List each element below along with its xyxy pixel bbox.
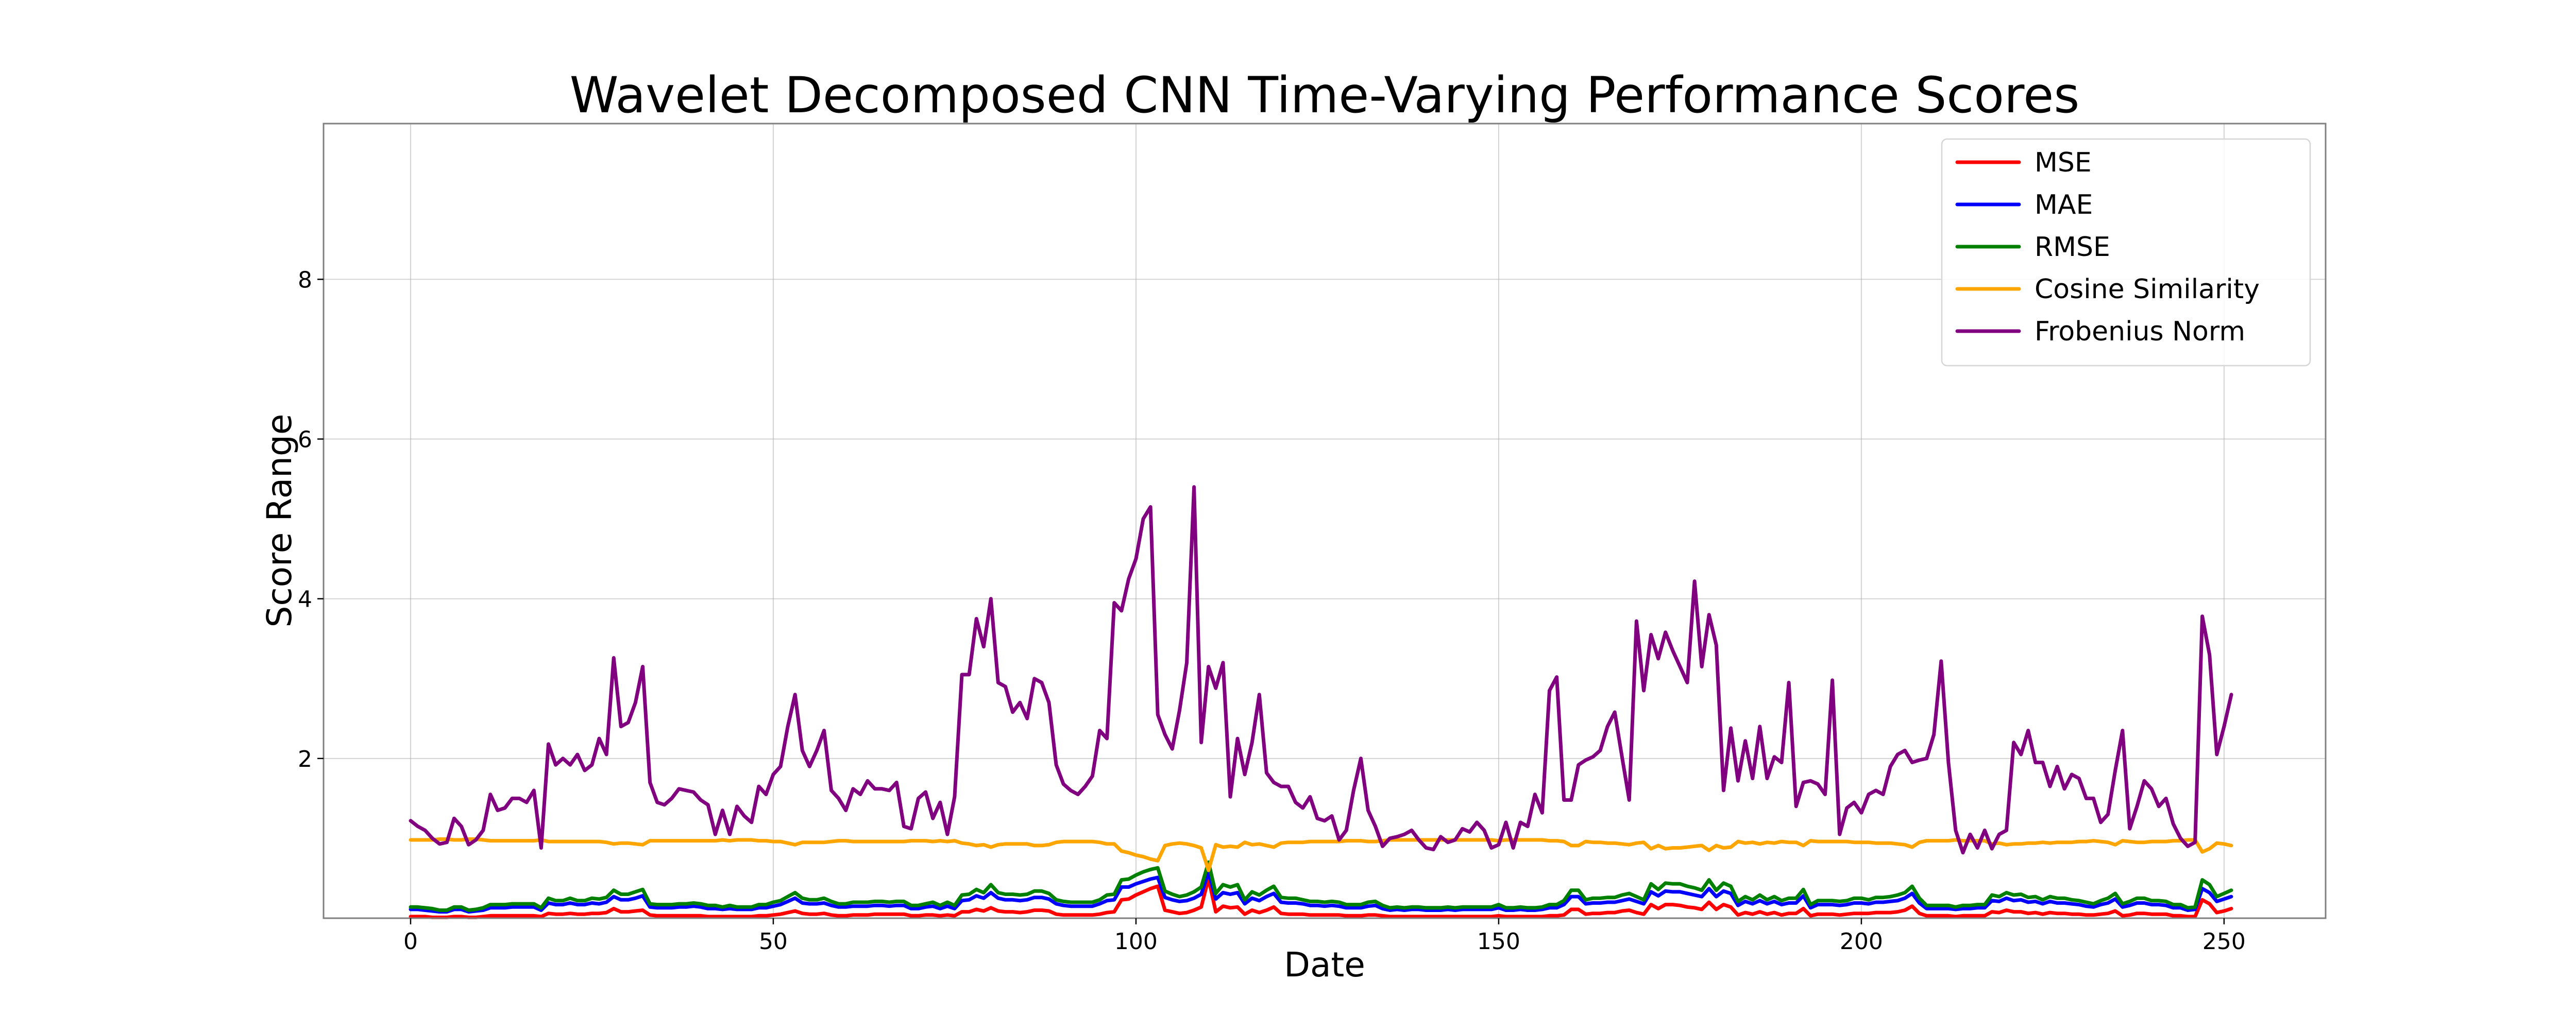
y-tick-label: 8 bbox=[298, 267, 312, 293]
series-line-cosine-similarity bbox=[409, 837, 2233, 872]
chart-title: Wavelet Decomposed CNN Time-Varying Perf… bbox=[570, 66, 2080, 124]
x-tick-label: 200 bbox=[1840, 928, 1883, 955]
x-tick-label: 250 bbox=[2202, 928, 2246, 955]
y-tick-label: 4 bbox=[298, 587, 312, 613]
plot-frame bbox=[323, 123, 2327, 919]
legend-label-frobenius-norm: Frobenius Norm bbox=[2035, 316, 2245, 347]
series-line-mae bbox=[409, 870, 2233, 914]
series-line-rmse bbox=[409, 860, 2233, 912]
legend-label-mae: MAE bbox=[2035, 190, 2093, 220]
series-line-mse bbox=[409, 876, 2233, 919]
x-axis-title: Date bbox=[1284, 945, 1365, 985]
x-tick-label: 0 bbox=[403, 928, 418, 955]
y-tick-label: 6 bbox=[298, 427, 312, 453]
series-lines bbox=[409, 485, 2233, 919]
x-tick-label: 150 bbox=[1477, 928, 1520, 955]
axis-ticks: 0 50 100 150 200 250 2 4 6 8 bbox=[298, 267, 2246, 955]
series-line-frobenius-norm bbox=[409, 485, 2233, 855]
legend-label-rmse: RMSE bbox=[2035, 232, 2110, 263]
legend-box bbox=[1941, 138, 2311, 367]
y-axis-title: Score Range bbox=[260, 414, 299, 627]
legend: MSE MAE RMSE Cosine Similarity Frobenius Nor… bbox=[1941, 138, 2311, 367]
x-tick-label: 50 bbox=[759, 928, 788, 955]
y-tick-label: 2 bbox=[298, 746, 312, 772]
x-tick-label: 100 bbox=[1114, 928, 1158, 955]
legend-label-cosine-similarity: Cosine Similarity bbox=[2035, 274, 2260, 305]
legend-label-mse: MSE bbox=[2035, 147, 2092, 178]
